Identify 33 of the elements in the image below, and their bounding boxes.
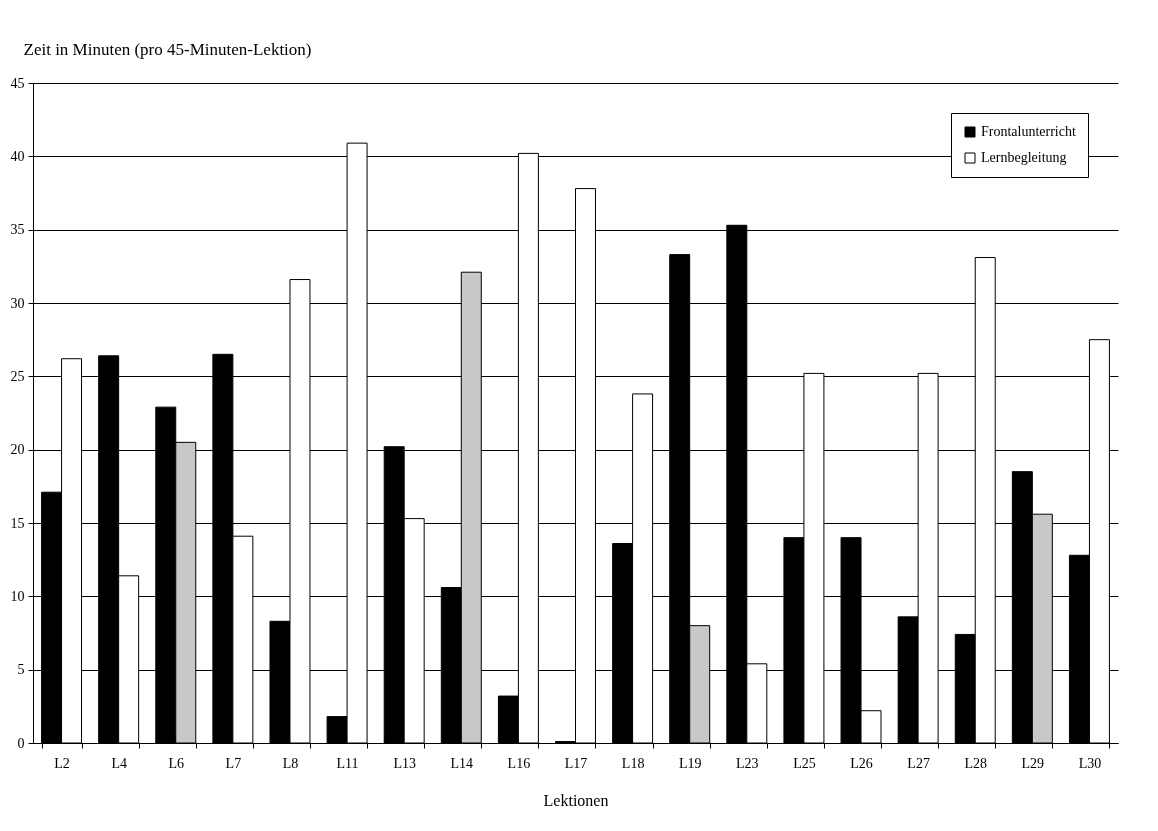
- x-tick-label: L6: [168, 755, 185, 771]
- y-tick-label: 10: [10, 588, 25, 604]
- x-tick-label: L25: [793, 755, 816, 771]
- x-tick-label: L8: [282, 755, 299, 771]
- y-tick-label: 35: [10, 222, 25, 238]
- y-tick-label: 25: [10, 368, 25, 384]
- x-tick-label: L26: [850, 755, 873, 771]
- x-tick-label: L27: [907, 755, 930, 771]
- x-tick-label: L23: [736, 755, 759, 771]
- x-tick-label: L2: [54, 755, 70, 771]
- x-tick-label: L16: [507, 755, 531, 771]
- x-axis-title: Lektionen: [543, 791, 609, 809]
- x-tick-label: L19: [678, 755, 702, 771]
- x-tick-label: L13: [393, 755, 416, 771]
- legend-label: Frontalunterricht: [981, 124, 1076, 139]
- x-tick-label: L28: [964, 755, 988, 771]
- x-tick-label: L7: [225, 755, 242, 771]
- x-tick-label: L17: [564, 755, 588, 771]
- y-tick-label: 45: [10, 75, 25, 91]
- x-tick-label: L14: [450, 755, 474, 771]
- x-tick-label: L11: [336, 755, 359, 771]
- x-tick-label: L4: [111, 755, 127, 771]
- legend-label: Lernbegleitung: [981, 150, 1067, 165]
- y-tick-label: 5: [17, 662, 25, 678]
- x-tick-label: L30: [1078, 755, 1102, 771]
- y-tick-label: 0: [17, 735, 25, 751]
- y-tick-label: 15: [10, 515, 25, 531]
- y-tick-label: 30: [10, 295, 25, 311]
- y-tick-label: 40: [10, 148, 25, 164]
- x-tick-label: L18: [621, 755, 645, 771]
- y-tick-label: 20: [10, 442, 25, 458]
- x-tick-label: L29: [1021, 755, 1045, 771]
- y-axis-title: Zeit in Minuten (pro 45-Minuten-Lektion): [23, 39, 312, 59]
